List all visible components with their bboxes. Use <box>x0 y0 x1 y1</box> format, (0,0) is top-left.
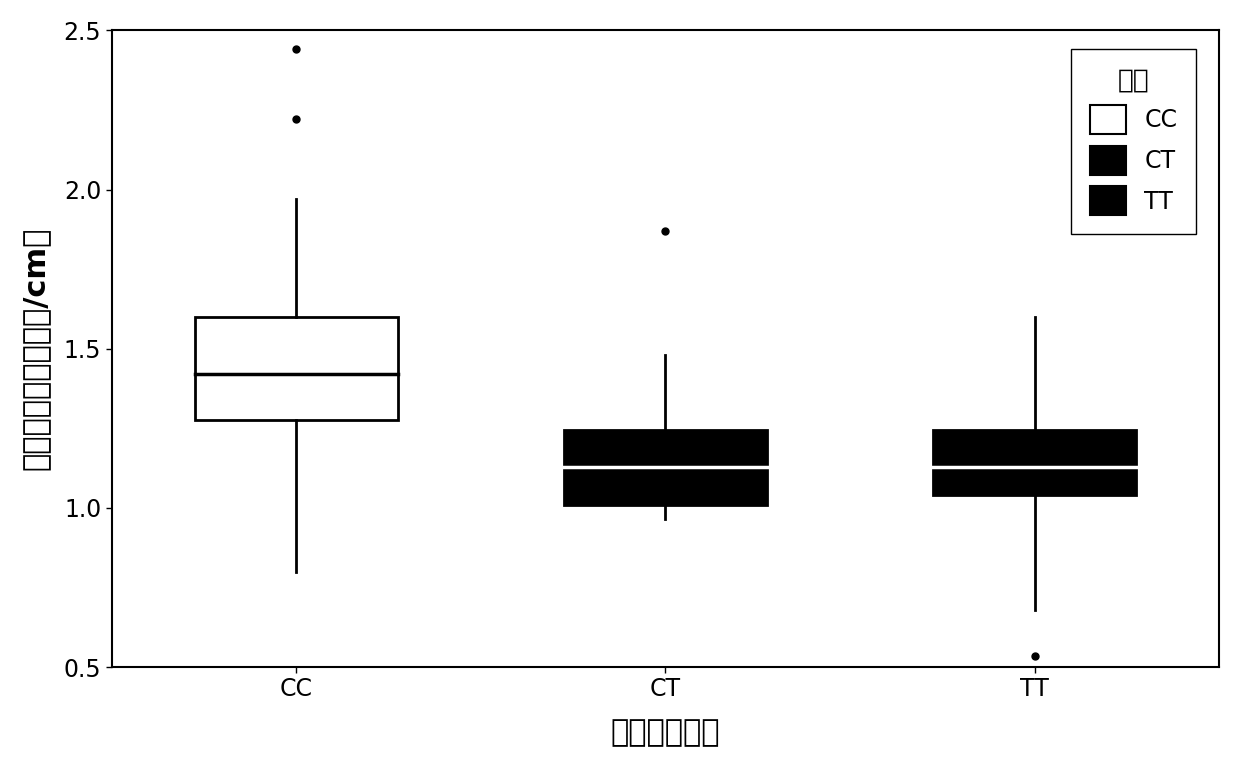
X-axis label: 等位基因类型: 等位基因类型 <box>611 718 720 747</box>
Y-axis label: 主花序角果密度（个/cm）: 主花序角果密度（个/cm） <box>21 227 50 470</box>
Legend: CC, CT, TT: CC, CT, TT <box>1071 48 1197 234</box>
Bar <box>195 317 398 420</box>
Bar <box>564 430 768 505</box>
Bar <box>932 430 1136 495</box>
